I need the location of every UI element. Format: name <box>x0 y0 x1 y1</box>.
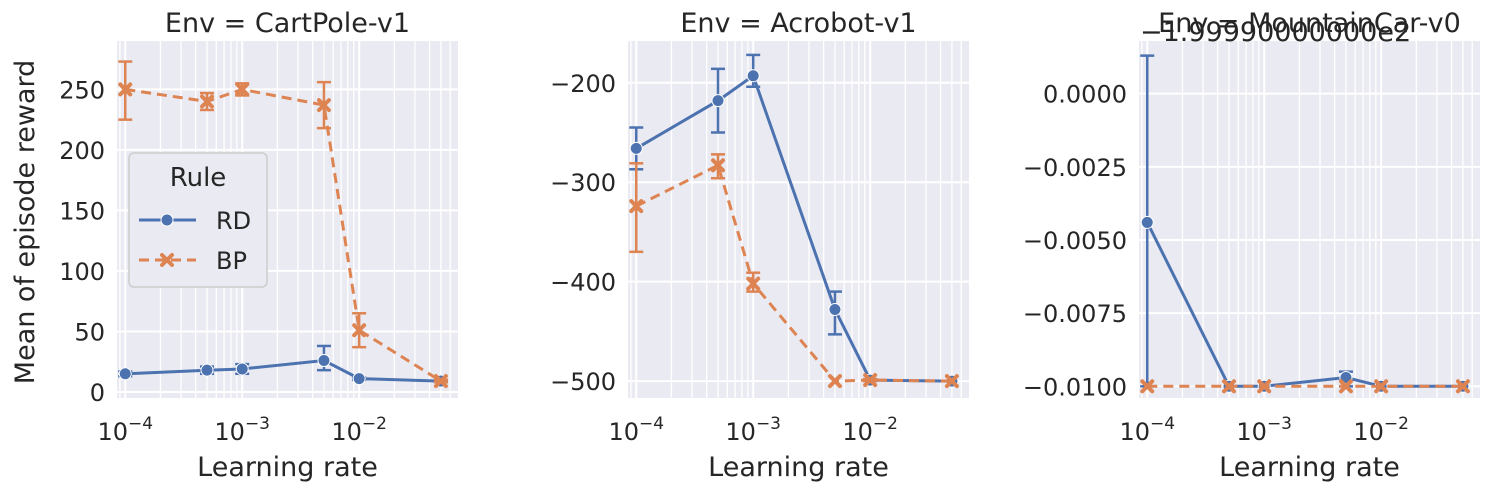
y-tick-label: −400 <box>550 269 616 297</box>
legend: Rule RD BP <box>128 152 268 288</box>
series-bp <box>1140 379 1470 394</box>
y-tick-label: −200 <box>550 70 616 98</box>
data-point <box>118 367 132 381</box>
y-tick-label: −0.0025 <box>1023 154 1127 182</box>
data-point <box>433 374 448 389</box>
data-point <box>746 276 761 291</box>
panel-acrobot: 10−4 10−3 10−2 −500 −400 −300 −200 Env = Acrobo… <box>550 8 969 483</box>
y-tick-label: 50 <box>74 318 105 346</box>
x-tick-label: 10−3 <box>725 414 781 446</box>
data-point <box>1222 379 1236 394</box>
x-axis-label: Learning rate <box>1219 452 1400 483</box>
data-point <box>746 69 760 83</box>
y-tick-label: 0.0000 <box>1043 81 1127 109</box>
y-tick-label: 250 <box>59 76 105 104</box>
y-tick-label: −0.0075 <box>1023 300 1127 328</box>
panel-title: Env = MountainCar-v0 <box>1158 8 1461 39</box>
legend-box <box>128 152 268 288</box>
legend-label: RD <box>216 207 251 235</box>
data-point <box>1140 379 1155 394</box>
data-point <box>200 94 215 109</box>
x-tick-label: 10−3 <box>214 414 270 446</box>
legend-marker <box>160 213 174 227</box>
data-point <box>1455 379 1470 394</box>
data-point <box>1338 379 1353 394</box>
y-tick-label: −0.0100 <box>1023 373 1127 401</box>
data-point <box>629 141 643 155</box>
x-axis-label: Learning rate <box>708 452 889 483</box>
x-tick-label: 10−2 <box>1353 414 1409 446</box>
x-axis-label: Learning rate <box>197 452 378 483</box>
data-point <box>352 323 367 338</box>
series-line <box>125 87 442 383</box>
y-tick-label: 100 <box>59 258 105 286</box>
series-bp <box>118 60 448 389</box>
x-tick-label: 10−3 <box>1236 414 1292 446</box>
data-point <box>827 374 842 389</box>
panel-title: Env = CartPole-v1 <box>165 8 410 39</box>
data-point <box>1140 215 1154 229</box>
plot-area <box>628 41 969 398</box>
data-point <box>711 94 725 108</box>
data-point <box>1374 379 1389 394</box>
y-tick-label: −500 <box>550 368 616 396</box>
data-point <box>235 82 250 97</box>
series-bp <box>629 153 959 389</box>
data-point <box>317 353 331 367</box>
y-tick-label: 150 <box>59 197 105 225</box>
data-point <box>711 158 726 173</box>
data-point <box>828 302 842 316</box>
data-point <box>235 362 249 376</box>
legend-title: Rule <box>170 163 227 193</box>
data-point <box>629 199 644 214</box>
data-point <box>1257 379 1272 394</box>
y-offset-text: −1.99990000000e2 <box>1140 17 1411 48</box>
x-tick-label: 10−4 <box>608 414 664 446</box>
gridlines <box>628 41 969 398</box>
panel-title: Env = Acrobot-v1 <box>680 8 916 39</box>
data-point <box>118 82 133 97</box>
legend-marker <box>160 253 174 267</box>
data-point <box>863 373 878 388</box>
y-tick-label: −300 <box>550 169 616 197</box>
y-axis-label: Mean of episode reward <box>10 60 41 384</box>
x-tick-label: 10−2 <box>842 414 898 446</box>
data-point <box>352 372 366 386</box>
x-tick-label: 10−4 <box>97 414 153 446</box>
y-tick-label: 0 <box>90 379 105 407</box>
series-line <box>125 358 441 383</box>
panel-mountaincar: 10−4 10−3 10−2 0.0000 −0.0025 −0.0050 −0.0075 −… <box>1023 8 1480 483</box>
y-tick-label: −0.0050 <box>1023 227 1127 255</box>
data-point <box>944 374 959 389</box>
gridlines <box>117 41 458 398</box>
series-line <box>635 163 952 383</box>
plot-area <box>1139 41 1480 398</box>
x-tick-label: 10−2 <box>331 414 387 446</box>
y-tick-label: 200 <box>59 137 105 165</box>
x-tick-label: 10−4 <box>1119 414 1175 446</box>
data-point <box>200 363 214 377</box>
legend-label: BP <box>216 247 247 275</box>
data-point <box>316 98 331 113</box>
